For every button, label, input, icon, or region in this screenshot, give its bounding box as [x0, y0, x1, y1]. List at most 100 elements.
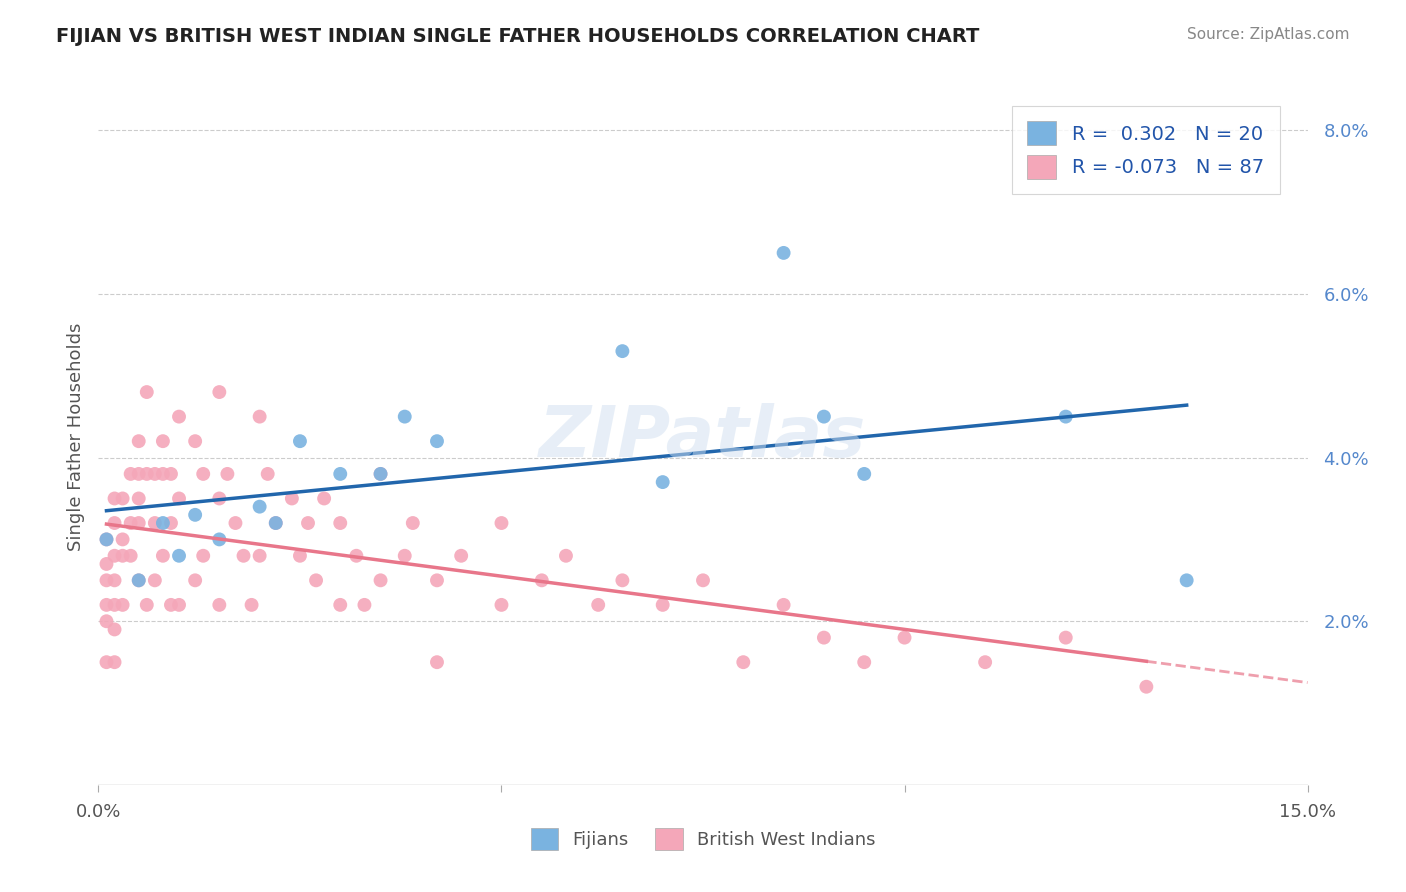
Point [128, 434, 150, 449]
Point [288, 434, 311, 449]
Point [208, 385, 231, 400]
Point [651, 598, 673, 612]
Point [249, 409, 271, 424]
Point [152, 467, 174, 481]
Point [249, 549, 271, 563]
Text: ZIPatlas: ZIPatlas [540, 402, 866, 472]
Point [103, 655, 125, 669]
Point [96, 557, 118, 571]
Point [111, 491, 134, 506]
Point [651, 475, 673, 489]
Point [370, 574, 392, 588]
Point [152, 549, 174, 563]
Point [167, 409, 190, 424]
Point [329, 598, 352, 612]
Point [240, 598, 263, 612]
Point [128, 574, 150, 588]
Point [224, 516, 246, 530]
Point [1054, 631, 1077, 645]
Point [96, 614, 118, 628]
Point [813, 409, 835, 424]
Point [111, 598, 134, 612]
Point [288, 549, 311, 563]
Legend: Fijians, British West Indians: Fijians, British West Indians [522, 820, 884, 859]
Point [491, 516, 513, 530]
Point [402, 516, 425, 530]
Point [853, 655, 876, 669]
Point [256, 467, 278, 481]
Point [426, 574, 449, 588]
Point [128, 491, 150, 506]
Point [160, 598, 183, 612]
Point [193, 549, 215, 563]
Point [208, 598, 231, 612]
Point [426, 434, 449, 449]
Point [103, 516, 125, 530]
Point [167, 491, 190, 506]
Point [120, 467, 142, 481]
Point [1175, 574, 1198, 588]
Point [692, 574, 714, 588]
Text: Source: ZipAtlas.com: Source: ZipAtlas.com [1187, 27, 1350, 42]
Point [772, 598, 794, 612]
Point [96, 598, 118, 612]
Point [96, 533, 118, 547]
Point [329, 467, 352, 481]
Point [264, 516, 287, 530]
Point [344, 549, 367, 563]
Text: FIJIAN VS BRITISH WEST INDIAN SINGLE FATHER HOUSEHOLDS CORRELATION CHART: FIJIAN VS BRITISH WEST INDIAN SINGLE FAT… [56, 27, 980, 45]
Point [297, 516, 319, 530]
Point [612, 344, 634, 359]
Point [208, 533, 231, 547]
Point [167, 598, 190, 612]
Point [96, 574, 118, 588]
Point [394, 409, 416, 424]
Point [135, 385, 157, 400]
Point [853, 467, 876, 481]
Point [1135, 680, 1157, 694]
Point [120, 516, 142, 530]
Point [264, 516, 287, 530]
Point [96, 533, 118, 547]
Point [128, 516, 150, 530]
Point [530, 574, 553, 588]
Point [281, 491, 304, 506]
Point [1054, 409, 1077, 424]
Point [152, 516, 174, 530]
Point [370, 467, 392, 481]
Point [103, 549, 125, 563]
Point [184, 574, 207, 588]
Point [160, 516, 183, 530]
Point [249, 500, 271, 514]
Point [370, 467, 392, 481]
Point [314, 491, 336, 506]
Point [111, 533, 134, 547]
Point [491, 598, 513, 612]
Point [96, 655, 118, 669]
Point [135, 467, 157, 481]
Point [232, 549, 254, 563]
Point [103, 598, 125, 612]
Point [103, 574, 125, 588]
Point [103, 491, 125, 506]
Point [217, 467, 239, 481]
Point [353, 598, 375, 612]
Point [143, 574, 166, 588]
Point [893, 631, 915, 645]
Point [974, 655, 997, 669]
Point [612, 574, 634, 588]
Point [193, 467, 215, 481]
Point [555, 549, 578, 563]
Point [772, 246, 794, 260]
Point [160, 467, 183, 481]
Point [208, 491, 231, 506]
Y-axis label: Single Father Households: Single Father Households [66, 323, 84, 551]
Point [143, 516, 166, 530]
Point [426, 655, 449, 669]
Point [305, 574, 328, 588]
Point [184, 434, 207, 449]
Point [167, 549, 190, 563]
Point [450, 549, 472, 563]
Point [329, 516, 352, 530]
Point [128, 574, 150, 588]
